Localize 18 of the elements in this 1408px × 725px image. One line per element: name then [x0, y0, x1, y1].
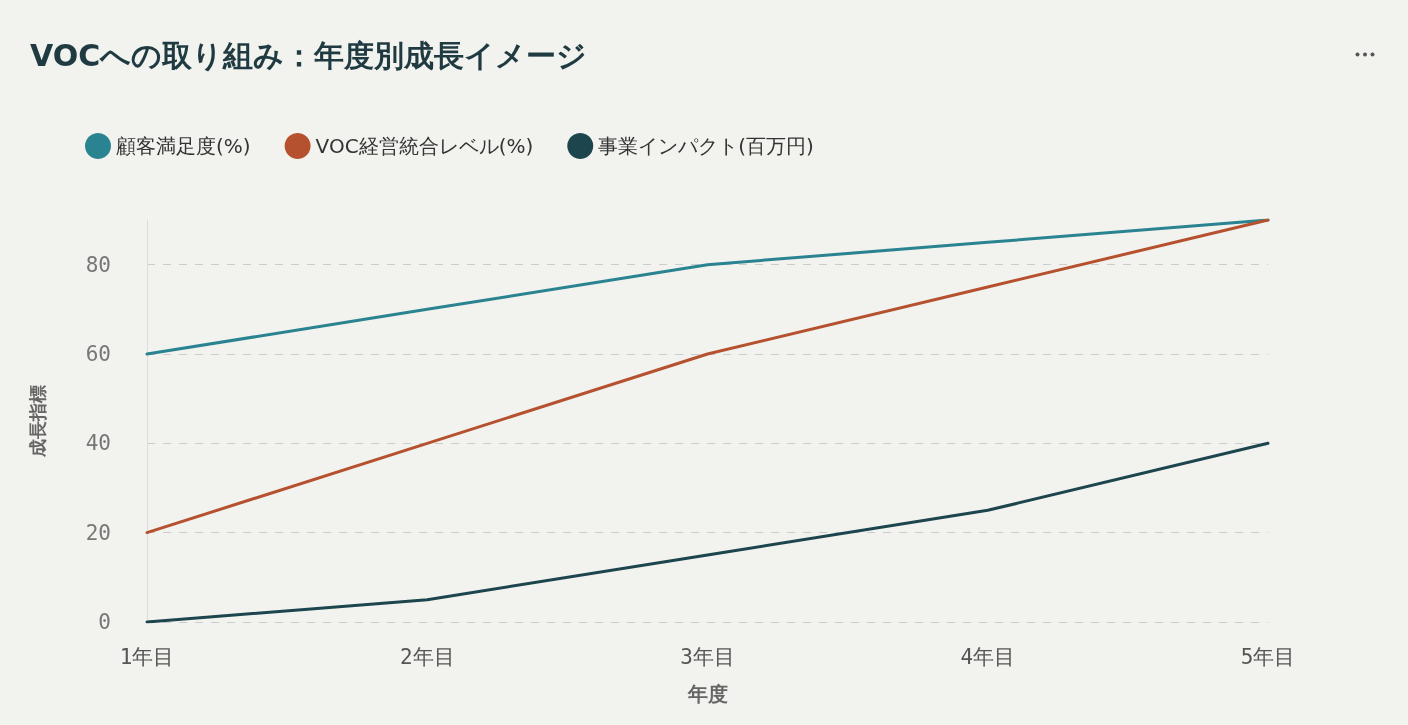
legend-label: VOC経営統合レベル(%) — [315, 134, 534, 158]
x-axis-title: 年度 — [686, 683, 728, 705]
legend-label: 顧客満足度(%) — [116, 134, 251, 158]
x-tick-label: 3年目 — [680, 644, 735, 669]
legend-label: 事業インパクト(百万円) — [598, 134, 814, 158]
y-tick-label: 60 — [85, 342, 111, 366]
y-tick-label: 80 — [85, 252, 111, 277]
y-axis-title: 成長指標 — [28, 385, 48, 458]
y-tick-label: 0 — [98, 610, 111, 634]
line-series — [145, 218, 1270, 535]
x-tick-label: 4年目 — [960, 644, 1016, 669]
x-tick-label: 5年目 — [1240, 644, 1296, 669]
chart-title: VOCへの取り組み：年度別成長イメージ — [30, 37, 588, 75]
x-tick-label: 1年目 — [119, 644, 175, 669]
line-series — [145, 441, 1270, 624]
y-tick-label: 40 — [85, 431, 111, 456]
y-tick-label: 20 — [85, 520, 111, 545]
x-tick-label: 2年目 — [399, 644, 455, 669]
